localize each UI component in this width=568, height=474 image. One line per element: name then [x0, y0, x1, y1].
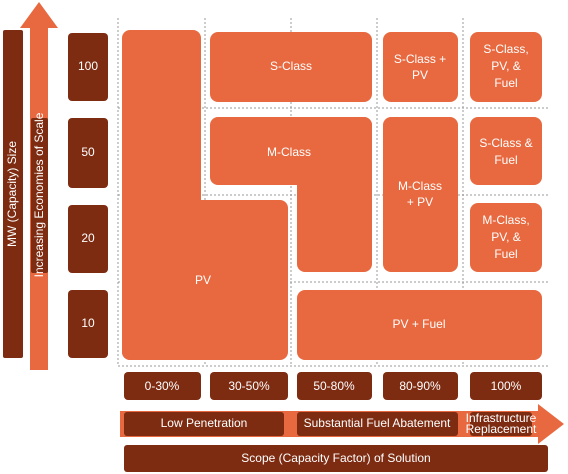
capacity-factors: 0-30% 30-50% 50-80% 80-90% 100%	[124, 372, 542, 400]
solution-label: M-Class	[267, 145, 311, 159]
solution-label: S-Class + PV	[394, 52, 446, 82]
solution-shape	[470, 32, 542, 102]
solution-shape	[470, 203, 542, 272]
size-label: 100	[78, 59, 98, 73]
solution-shape	[210, 32, 372, 102]
capacity-label: 100%	[491, 379, 522, 393]
text-line: S-Class	[270, 59, 312, 73]
capacity-label: 80-90%	[399, 379, 441, 393]
solution-shape	[122, 200, 288, 360]
solution-shape	[383, 117, 458, 272]
size-label: 10	[81, 316, 95, 330]
solution-shape	[383, 32, 458, 102]
size-label: 20	[81, 231, 95, 245]
text-line: Infrastructure	[466, 411, 537, 425]
stages: Low Penetration Substantial Fuel Abateme…	[124, 411, 537, 436]
stage-box	[470, 412, 532, 436]
capacity-label: 30-50%	[228, 379, 270, 393]
capacity-label: 0-30%	[145, 379, 180, 393]
text-line: Fuel	[494, 247, 517, 261]
solution-label: M-Class + PV	[398, 179, 442, 209]
solutions: PV S-Class M-Class S-Class + PV M-Class + …	[122, 30, 542, 360]
stage-label: Infrastructure Replacement	[466, 411, 537, 436]
solution-label: PV	[195, 273, 211, 287]
text-line: PV	[412, 68, 428, 82]
footer-label: Scope (Capacity Factor) of Solution	[241, 451, 430, 465]
size-box	[68, 118, 108, 188]
text-line: Substantial Fuel Abatement	[304, 416, 451, 430]
text-line: Replacement	[466, 422, 537, 436]
stage-label: Low Penetration	[161, 416, 248, 430]
capacity-box	[210, 372, 288, 400]
stage-box	[124, 412, 284, 436]
scale-arrow-box	[31, 118, 48, 273]
size-label: 50	[81, 145, 95, 159]
text-line: PV, &	[491, 59, 521, 73]
solution-label: S-Class & Fuel	[479, 136, 532, 167]
solution-shape	[297, 290, 542, 360]
text-line: Fuel	[494, 76, 517, 90]
capacity-box	[297, 372, 372, 400]
solution-shape	[297, 117, 372, 272]
stage-label: Substantial Fuel Abatement	[304, 416, 451, 430]
stage-box	[297, 412, 458, 436]
capacity-label: 50-80%	[313, 379, 355, 393]
solution-shape	[470, 117, 542, 185]
solution-label: S-Class, PV, & Fuel	[483, 42, 528, 90]
text-line: M-Class,	[482, 213, 529, 227]
capacity-box	[124, 372, 201, 400]
text-line: S-Class,	[483, 42, 528, 56]
solution-label: M-Class, PV, & Fuel	[482, 213, 529, 261]
text-line: + PV	[407, 195, 433, 209]
text-line: M-Class	[398, 179, 442, 193]
text-line: Fuel	[494, 153, 517, 167]
solution-label: PV + Fuel	[392, 317, 445, 331]
footer-bar	[124, 445, 548, 472]
solution-label: S-Class	[270, 59, 312, 73]
size-levels: 100 50 20 10	[68, 33, 108, 358]
text-line: S-Class +	[394, 52, 446, 66]
axis-label: MW (Capacity) Size	[5, 141, 19, 247]
capacity-box	[383, 372, 458, 400]
size-box	[68, 290, 108, 358]
text-line: PV, &	[491, 230, 521, 244]
axis-label-bar	[3, 30, 23, 358]
text-line: M-Class	[267, 145, 311, 159]
size-box	[68, 205, 108, 273]
text-line: PV	[195, 273, 211, 287]
text-line: Low Penetration	[161, 416, 248, 430]
capacity-box	[470, 372, 542, 400]
size-box	[68, 33, 108, 101]
scale-arrow-label: Increasing Economies of Scale	[32, 112, 46, 277]
text-line: PV + Fuel	[392, 317, 445, 331]
text-line: S-Class &	[479, 136, 532, 150]
